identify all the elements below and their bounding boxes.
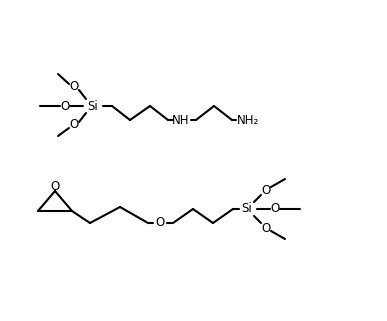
Text: O: O	[271, 203, 280, 215]
Text: O: O	[50, 179, 60, 193]
Text: Si: Si	[87, 100, 98, 112]
Text: O: O	[261, 184, 271, 196]
Text: NH: NH	[172, 114, 190, 126]
Text: O: O	[261, 221, 271, 235]
Text: Si: Si	[241, 203, 252, 215]
Text: O: O	[69, 118, 79, 132]
Text: O: O	[60, 100, 70, 112]
Text: NH₂: NH₂	[237, 114, 259, 126]
Text: O: O	[155, 216, 164, 230]
Text: O: O	[69, 81, 79, 93]
